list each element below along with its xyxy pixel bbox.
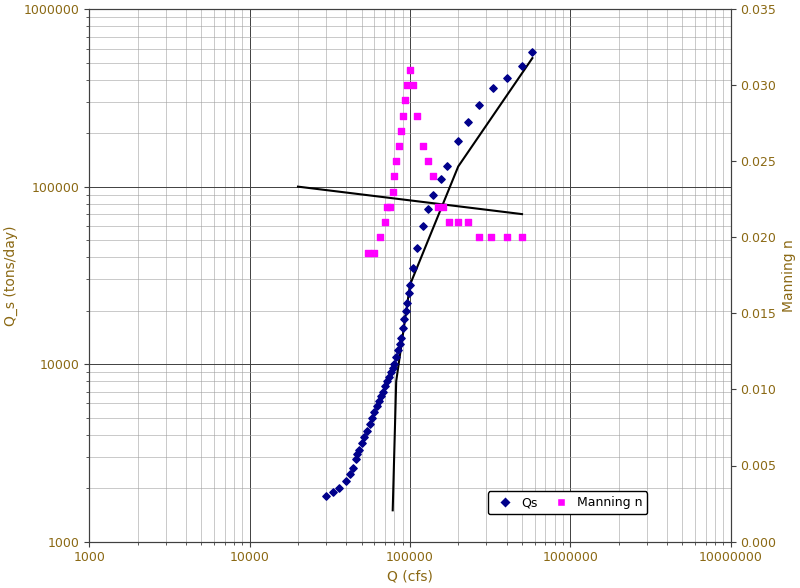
Manning n xyxy=(378,218,391,227)
Manning n xyxy=(422,156,434,166)
Qs xyxy=(486,83,499,93)
Manning n xyxy=(485,233,498,242)
Manning n xyxy=(432,202,445,212)
Qs xyxy=(422,204,434,213)
Qs xyxy=(427,190,440,199)
Manning n xyxy=(386,187,399,196)
Qs xyxy=(407,263,420,272)
Qs xyxy=(404,280,417,289)
Qs xyxy=(434,175,447,184)
Qs xyxy=(346,463,359,473)
Qs xyxy=(377,387,390,396)
Manning n xyxy=(394,126,407,136)
Qs xyxy=(396,323,409,333)
Qs xyxy=(401,299,414,308)
Manning n xyxy=(442,218,455,227)
Manning n xyxy=(410,111,423,121)
Qs xyxy=(390,352,402,362)
Qs xyxy=(320,492,333,501)
Manning n xyxy=(392,141,405,151)
Manning n xyxy=(462,218,474,227)
Manning n xyxy=(427,172,440,181)
Manning n xyxy=(404,65,417,75)
Qs xyxy=(340,476,353,486)
Qs xyxy=(516,61,529,71)
Qs xyxy=(363,419,376,429)
Qs xyxy=(326,487,339,497)
Qs xyxy=(353,445,366,455)
Qs xyxy=(391,345,404,355)
Qs xyxy=(386,363,399,373)
Qs xyxy=(355,438,368,447)
Qs xyxy=(410,243,423,253)
Qs xyxy=(350,455,362,464)
Qs xyxy=(358,432,371,442)
Qs xyxy=(333,483,346,493)
Qs xyxy=(398,314,410,323)
X-axis label: Q (cfs): Q (cfs) xyxy=(387,570,433,584)
Manning n xyxy=(398,96,411,105)
Qs xyxy=(388,359,401,369)
Qs xyxy=(500,73,513,82)
Manning n xyxy=(374,233,386,242)
Qs xyxy=(452,136,465,146)
Qs xyxy=(343,469,356,479)
Manning n xyxy=(383,202,396,212)
Qs xyxy=(393,339,406,349)
Manning n xyxy=(416,141,429,151)
Manning n xyxy=(401,81,414,90)
Qs xyxy=(351,450,364,459)
Manning n xyxy=(500,233,513,242)
Qs xyxy=(416,221,429,230)
Qs xyxy=(378,382,391,391)
Qs xyxy=(368,407,381,416)
Y-axis label: Q_s (tons/day): Q_s (tons/day) xyxy=(4,225,18,326)
Legend: Qs, Manning n: Qs, Manning n xyxy=(488,491,647,514)
Manning n xyxy=(436,202,449,212)
Manning n xyxy=(473,233,486,242)
Manning n xyxy=(388,172,401,181)
Manning n xyxy=(381,202,394,212)
Qs xyxy=(382,372,395,382)
Qs xyxy=(399,306,412,315)
Qs xyxy=(402,289,415,298)
Manning n xyxy=(407,81,420,90)
Qs xyxy=(462,118,474,127)
Manning n xyxy=(516,233,529,242)
Qs xyxy=(394,333,407,343)
Qs xyxy=(385,368,398,377)
Manning n xyxy=(362,248,374,257)
Manning n xyxy=(368,248,381,257)
Manning n xyxy=(390,156,402,166)
Qs xyxy=(374,392,387,401)
Manning n xyxy=(396,111,409,121)
Qs xyxy=(361,426,374,436)
Qs xyxy=(366,413,378,422)
Qs xyxy=(473,100,486,109)
Manning n xyxy=(452,218,465,227)
Qs xyxy=(381,376,394,386)
Y-axis label: Manning n: Manning n xyxy=(782,239,796,312)
Qs xyxy=(526,48,538,57)
Qs xyxy=(441,162,454,171)
Qs xyxy=(373,396,386,406)
Qs xyxy=(370,402,383,411)
